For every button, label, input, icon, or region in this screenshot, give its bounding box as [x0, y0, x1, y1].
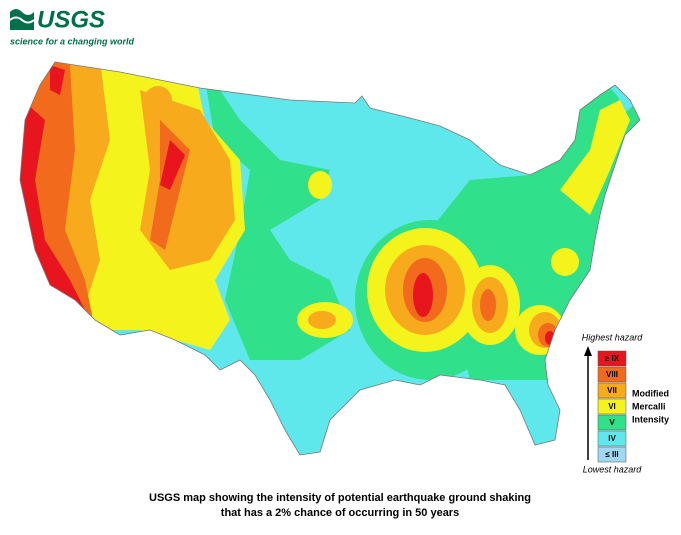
legend-arrowhead: [584, 346, 592, 356]
legend-title: Intensity: [632, 414, 669, 424]
logo-tagline: science for a changing world: [10, 36, 135, 46]
hazard-map: [20, 62, 640, 455]
legend-swatch: [597, 430, 627, 447]
legend-swatch: [597, 446, 627, 463]
legend-swatch: [597, 366, 627, 383]
legend: Highest hazard Lowest hazard Modified Me…: [582, 332, 669, 474]
legend-class-label: ≥ IX: [605, 354, 620, 363]
legend-class-label: VI: [608, 402, 616, 411]
caption: USGS map showing the intensity of potent…: [149, 492, 531, 504]
legend-swatch: [597, 350, 627, 367]
legend-class-label: VII: [607, 386, 617, 395]
legend-swatch: [597, 382, 627, 399]
legend-title: Mercalli: [632, 401, 666, 411]
legend-class-label: VIII: [606, 370, 618, 379]
logo-text: USGS: [37, 6, 105, 33]
caption: that has a 2% chance of occurring in 50 …: [221, 507, 459, 519]
logo-wave: [9, 16, 35, 24]
legend-class-label: ≤ III: [605, 450, 618, 459]
us-outline: [19, 61, 641, 456]
legend-class-label: IV: [608, 434, 616, 443]
legend-bottom-label: Lowest hazard: [583, 464, 643, 474]
legend-swatch: [597, 414, 627, 431]
legend-class-label: V: [609, 418, 615, 427]
logo: USGS science for a changing world: [9, 6, 135, 46]
legend-title: Modified: [632, 388, 669, 398]
legend-swatch: [597, 398, 627, 415]
legend-top-label: Highest hazard: [582, 332, 644, 342]
